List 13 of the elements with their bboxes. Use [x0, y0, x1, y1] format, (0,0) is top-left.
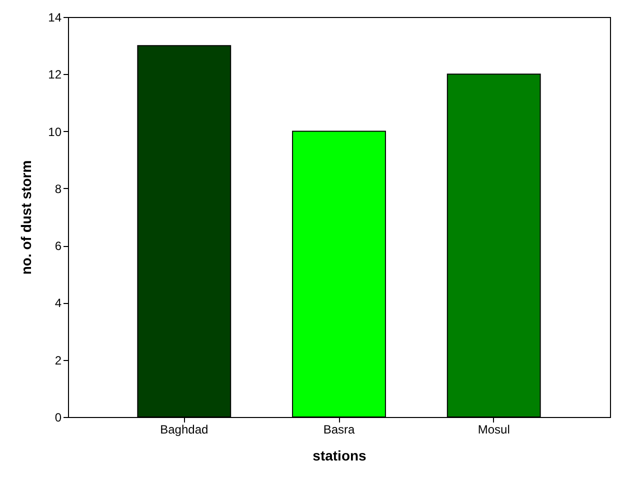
- y-axis-title: no. of dust storm: [18, 160, 34, 275]
- y-tick-label: 14: [48, 10, 62, 24]
- x-tick-label: Baghdad: [160, 422, 208, 436]
- y-tick-label: 12: [48, 68, 62, 82]
- x-tick-label: Mosul: [478, 422, 510, 436]
- y-tick-label: 4: [54, 296, 62, 310]
- x-axis-title: stations: [312, 448, 367, 464]
- y-tick-label: 2: [54, 353, 62, 368]
- y-tick-label: 8: [54, 182, 62, 196]
- x-tick-label: Basra: [323, 422, 355, 436]
- y-tick-label: 10: [48, 124, 62, 139]
- y-tick-label: 6: [54, 239, 62, 254]
- y-tick-label: 0: [54, 410, 62, 424]
